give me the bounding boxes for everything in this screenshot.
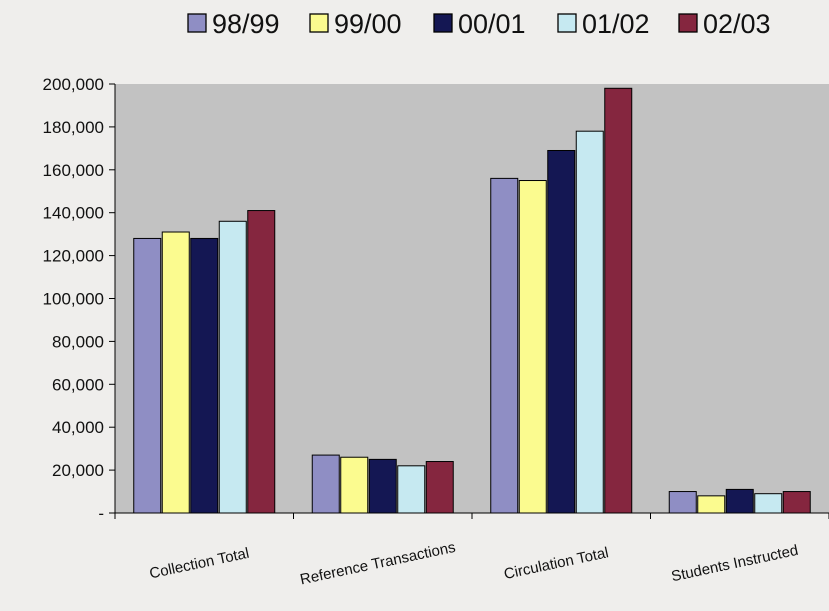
bar [340,456,369,514]
y-tick-label: 100,000 [43,290,104,309]
y-tick-label: 40,000 [52,418,104,437]
legend-label: 01/02 [582,9,650,39]
bar [725,488,754,514]
bar [547,149,576,514]
bar [218,220,247,514]
bar [697,495,726,514]
legend-label: 98/99 [212,9,280,39]
x-category-label: Collection Total [148,545,251,583]
bar [604,87,633,514]
y-tick-label: - [98,504,104,523]
legend-swatch [187,13,207,33]
bar [490,177,519,514]
x-category-label: Reference Transactions [299,539,457,589]
bar [575,130,604,514]
bar [133,237,162,514]
bar [518,180,547,514]
bar [782,491,811,514]
legend-label: 99/00 [334,9,402,39]
legend-swatch [557,13,577,33]
y-tick-label: 80,000 [52,332,104,351]
bar [311,454,340,514]
y-tick-label: 160,000 [43,161,104,180]
bar [425,461,454,514]
legend-swatch [309,13,329,33]
bar [190,237,219,514]
x-category-label: Students Instructed [670,542,800,586]
y-tick-label: 120,000 [43,247,104,266]
y-tick-label: 60,000 [52,375,104,394]
legend-swatch [678,13,698,33]
bar [754,493,783,514]
y-tick-label: 180,000 [43,118,104,137]
y-tick-label: 140,000 [43,204,104,223]
x-category-label: Circulation Total [502,544,610,583]
bar [161,231,190,514]
bar [668,491,697,514]
bar [397,465,426,514]
y-tick-label: 200,000 [43,75,104,94]
legend-swatch [433,13,453,33]
y-tick-label: 20,000 [52,461,104,480]
legend-label: 00/01 [458,9,526,39]
bar [247,210,276,514]
bar [368,458,397,514]
legend-label: 02/03 [703,9,771,39]
